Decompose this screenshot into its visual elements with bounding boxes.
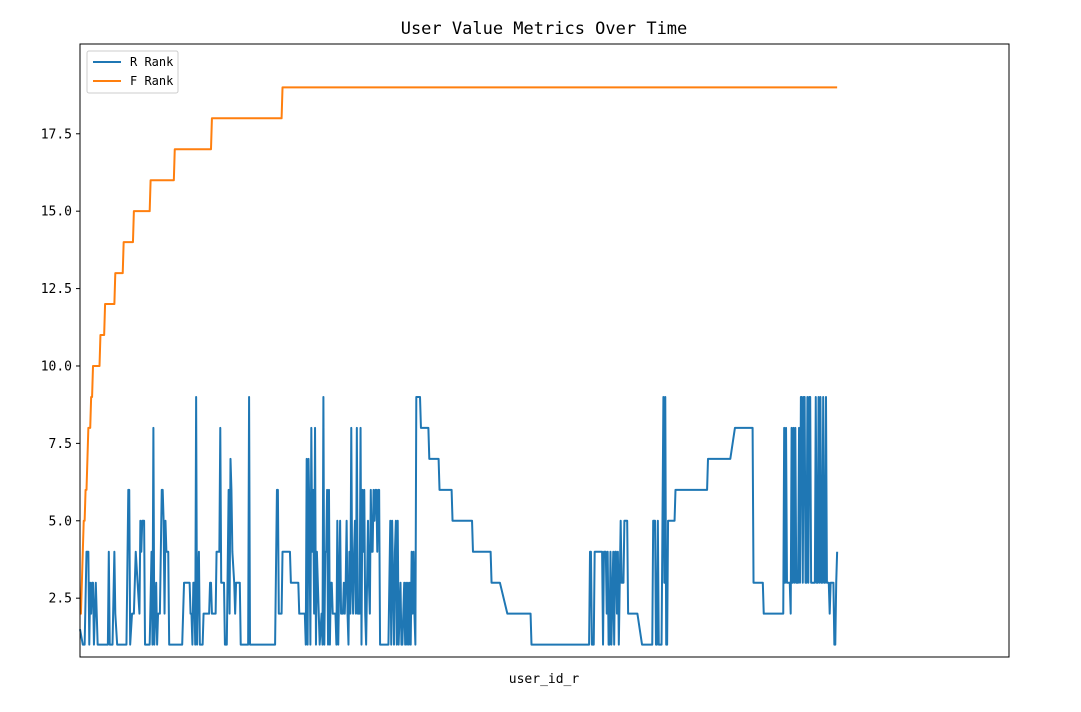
y-tick-label: 7.5	[49, 437, 72, 452]
y-tick-label: 15.0	[41, 205, 72, 220]
y-tick-label: 12.5	[41, 282, 72, 297]
legend-label-r-rank: R Rank	[130, 55, 174, 69]
y-axis: 2.5 5.0 7.5 10.0 12.5 15.0 17.5	[41, 127, 80, 607]
y-tick-label: 2.5	[49, 592, 72, 607]
y-tick-label: 17.5	[41, 127, 72, 142]
plot-area-frame	[79, 43, 1010, 658]
legend: R Rank F Rank	[86, 50, 179, 94]
series-line-r-rank	[79, 395, 839, 646]
series-line-f-rank	[79, 86, 838, 615]
y-tick-label: 10.0	[41, 359, 72, 374]
chart-title: User Value Metrics Over Time	[401, 19, 688, 39]
y-tick-label: 5.0	[49, 514, 72, 529]
plot-series-group	[79, 86, 839, 646]
x-axis-label: user_id_r	[509, 672, 580, 687]
legend-label-f-rank: F Rank	[130, 74, 174, 88]
